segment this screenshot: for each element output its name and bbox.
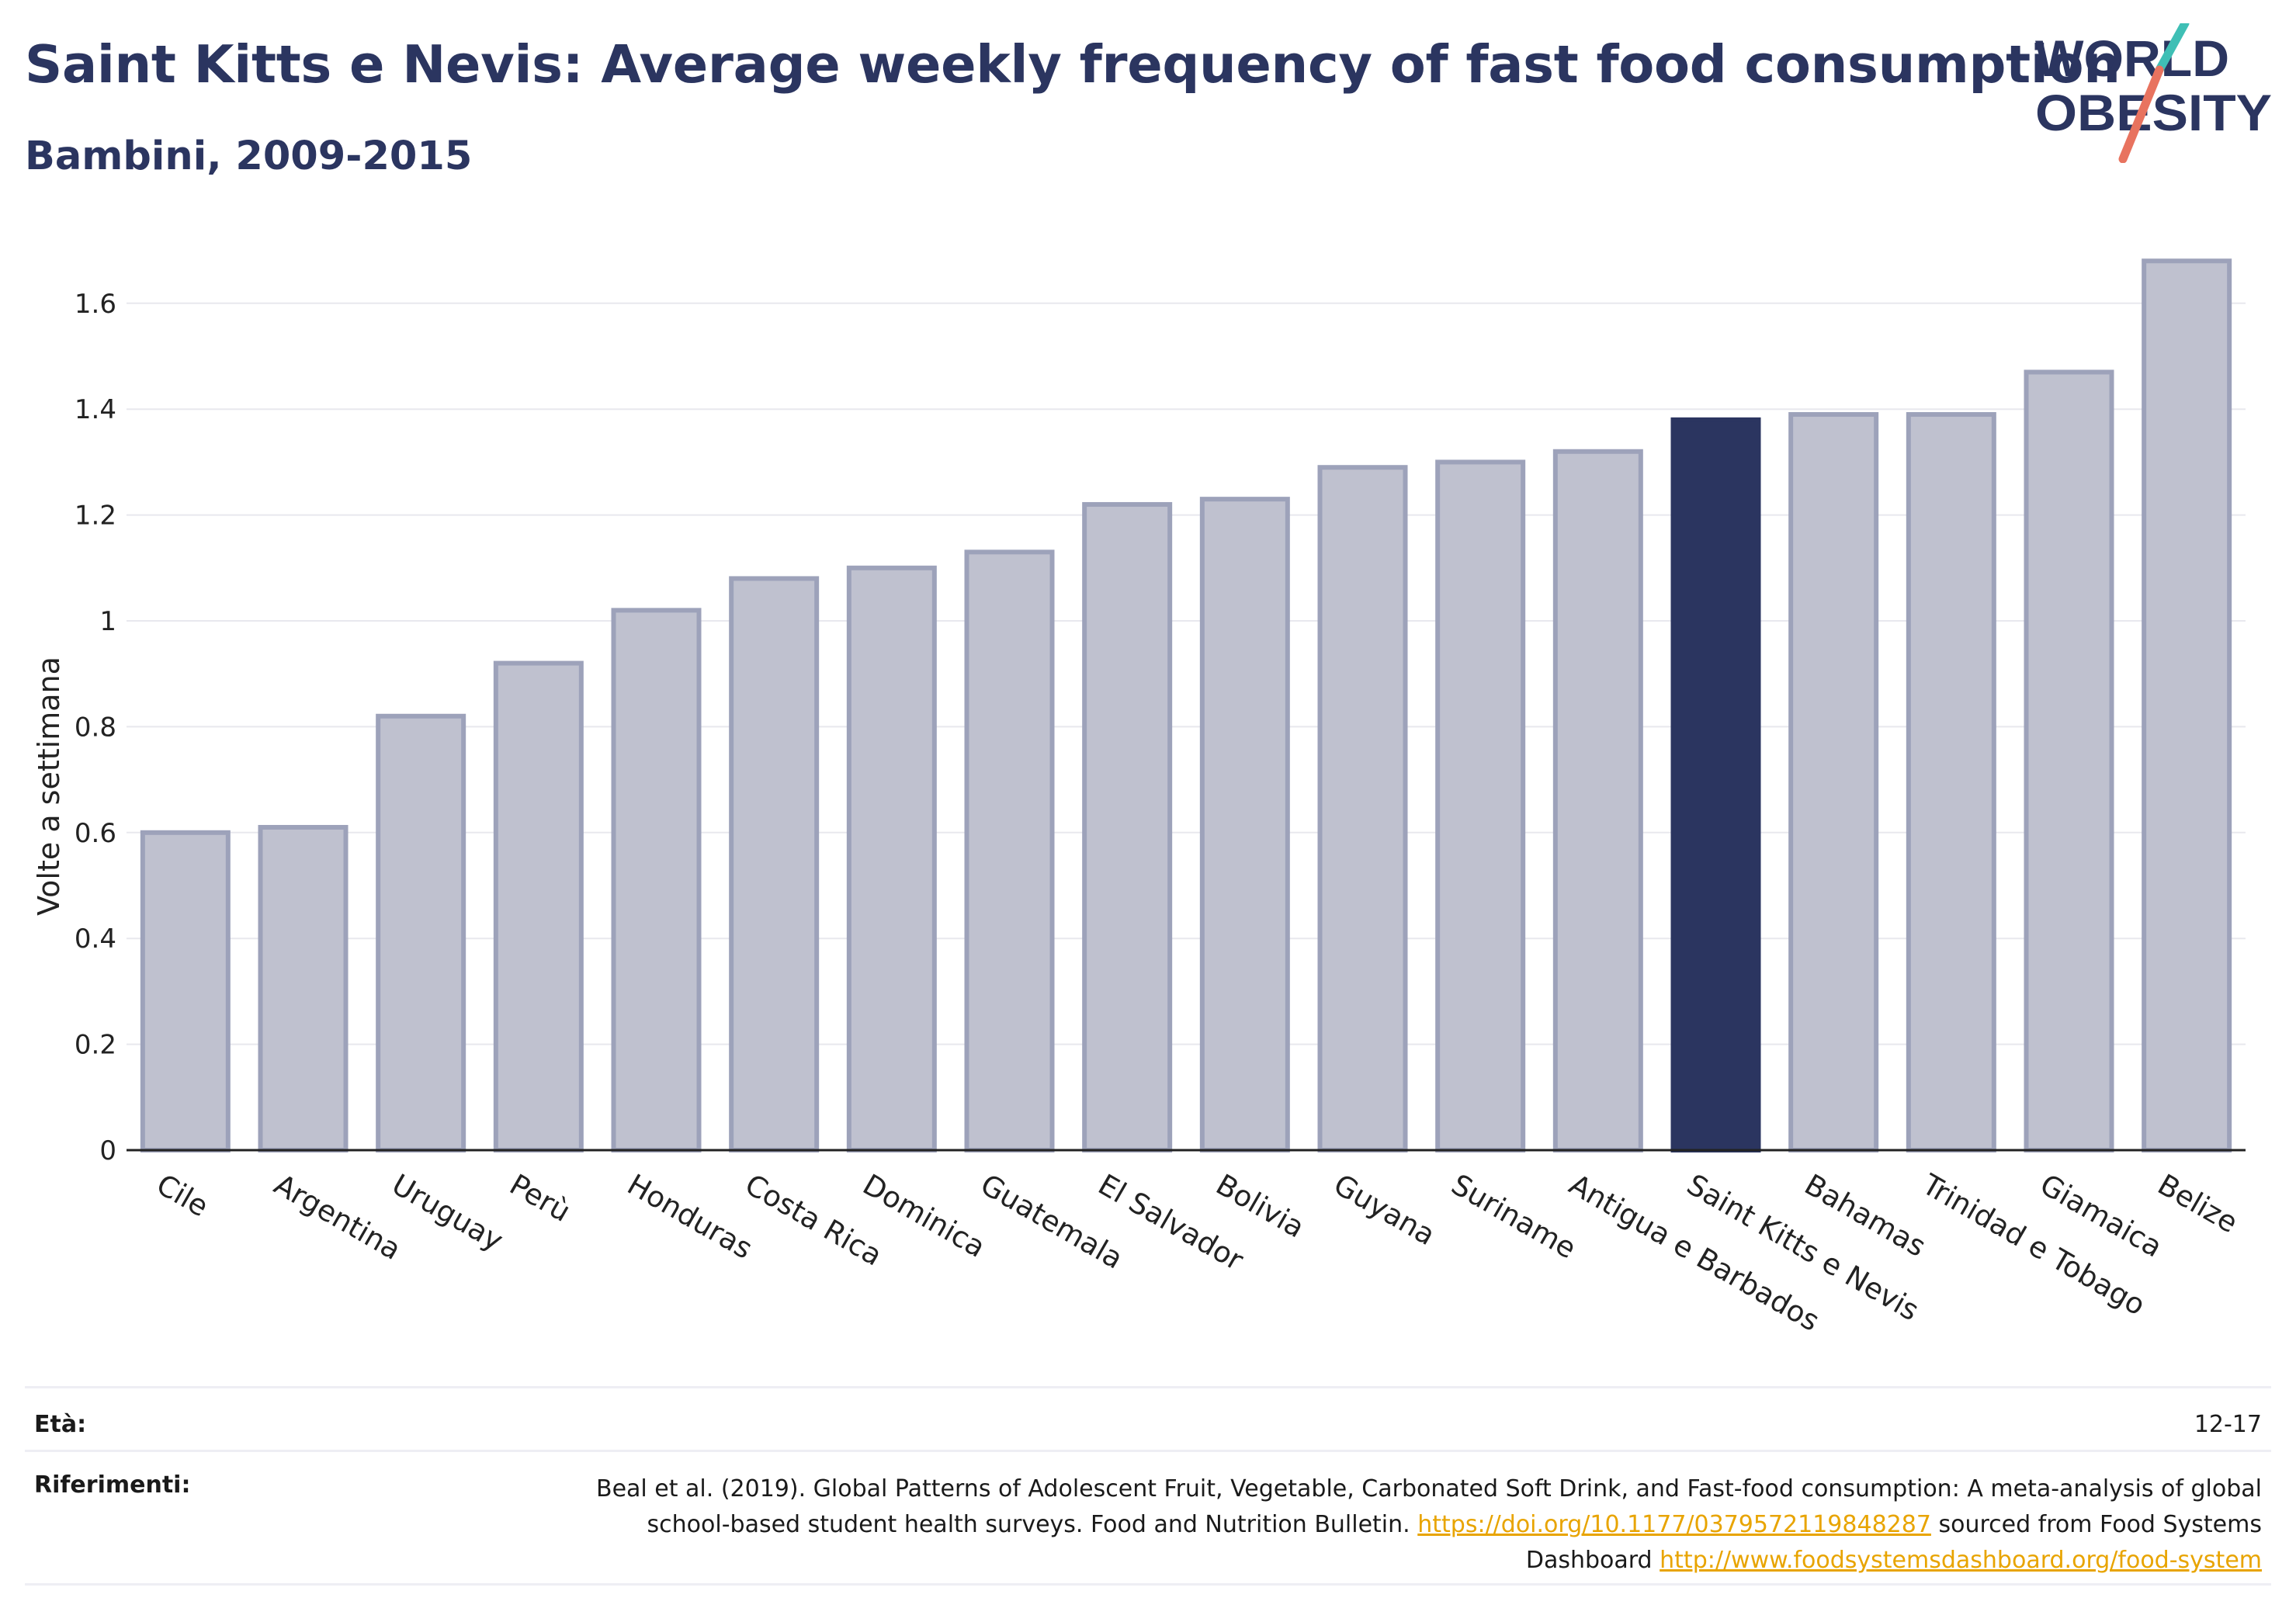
bar-antigua-e-barbados [1552,449,1643,1152]
bars [140,258,2232,1153]
x-tick-label: Honduras [622,1168,758,1266]
x-tick-label: Suriname [1446,1168,1582,1266]
y-tick-label: 1.6 [75,289,116,320]
y-tick-label: 0.6 [75,818,116,849]
chart-subtitle: Bambini, 2009-2015 [25,133,473,179]
footer-age-row: Età: 12-17 [34,1411,2262,1442]
bar-saint-kitts-e-nevis [1670,417,1761,1152]
footer-references-row: Riferimenti: Beal et al. (2019). Global … [34,1471,2262,1580]
footer-divider-middle [25,1450,2271,1452]
y-axis-label: Volte a settimana [32,657,66,916]
bar-chart: 0 0.2 0.4 0.6 0.8 1 1.2 1.4 1.6 Cile ArgentinaUru… [32,258,2246,1338]
x-tick-label: Bolivia [1210,1168,1309,1245]
x-tick-label: Argentina [269,1168,407,1267]
bar-trinidad-e-tobago [1906,412,1996,1152]
chart-title: Saint Kitts e Nevis: Average weekly freq… [25,34,2121,95]
reference-citation: Beal et al. (2019). Global Patterns of A… [595,1475,2262,1538]
bar-honduras [611,608,702,1152]
world-obesity-logo: WORLD OBESITY [2035,23,2272,163]
bar-costa-rica [729,576,820,1152]
x-tick-label: Guyana [1328,1168,1441,1253]
food-systems-dashboard-link[interactable]: http://www.foodsystemsdashboard.org/food… [1660,1547,2262,1574]
bar-guyana [1317,465,1408,1152]
gridlines [127,302,2246,1045]
y-tick-label: 1.4 [75,394,116,425]
references-label: Riferimenti: [34,1471,191,1499]
y-tick-label: 0.2 [75,1030,116,1061]
bar-per- [493,660,584,1152]
bar-dominica [846,565,937,1152]
y-tick-label: 0.4 [75,924,116,955]
bar-suriname [1435,459,1526,1152]
bar-guatemala [964,549,1055,1152]
bar-belize [2142,258,2232,1152]
bar-argentina [258,824,349,1152]
doi-link[interactable]: https://doi.org/10.1177/0379572119848287 [1417,1511,1931,1538]
footer-divider-bottom [25,1583,2271,1586]
x-tick-label: Perù [504,1168,576,1229]
y-tick-label: 0.8 [75,712,116,743]
age-value: 12-17 [2194,1411,2262,1438]
footer-divider-top [25,1386,2271,1388]
y-tick-label: 1.2 [75,501,116,532]
bar-uruguay [376,713,466,1152]
logo-slash-coral [2118,65,2164,163]
logo-slash-teal [2155,23,2190,75]
references-text: Beal et al. (2019). Global Patterns of A… [593,1471,2262,1579]
x-tick-label: Cile [151,1168,213,1224]
y-tick-label: 0 [99,1135,116,1166]
bar-giamaica [2024,369,2114,1152]
bar-bahamas [1788,412,1879,1152]
y-axis-ticks: 0 0.2 0.4 0.6 0.8 1 1.2 1.4 1.6 [75,289,116,1166]
logo-line-1: WORLD [2035,29,2229,87]
y-tick-label: 1 [99,606,116,637]
bar-cile [140,830,231,1153]
x-tick-label: Trinidad e Tobago [1916,1167,2151,1322]
bar-bolivia [1199,497,1290,1152]
x-tick-label: Belize [2152,1168,2244,1240]
x-tick-label: Uruguay [387,1168,509,1258]
age-label: Età: [34,1411,87,1438]
reference-source: sourced from Food Systems Dashboard [1525,1511,2262,1574]
bar-el-salvador [1082,501,1173,1152]
